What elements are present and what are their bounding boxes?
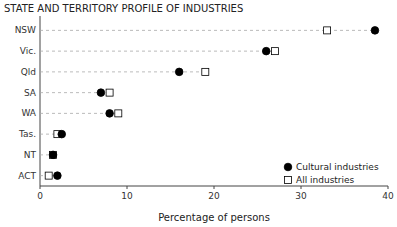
title: STATE AND TERRITORY PROFILE OF INDUSTRIE… xyxy=(4,3,243,14)
y-axis xyxy=(40,16,41,186)
dot xyxy=(58,130,66,138)
x-tick-label: 30 xyxy=(295,191,307,201)
x-tick xyxy=(301,186,302,189)
dot xyxy=(324,27,331,34)
x-tick-label: 10 xyxy=(121,191,133,201)
legend-label: All industries xyxy=(296,175,355,185)
legend-marker xyxy=(284,163,292,171)
dot xyxy=(45,172,52,179)
dot xyxy=(115,110,122,117)
x-tick xyxy=(214,186,215,189)
legend-marker xyxy=(285,177,292,184)
x-tick-label: 0 xyxy=(37,191,43,201)
y-tick-label: ACT xyxy=(18,171,36,181)
dot xyxy=(97,89,105,97)
leader-line xyxy=(40,51,275,52)
dot xyxy=(106,110,114,118)
x-tick-label: 40 xyxy=(382,191,394,201)
dot xyxy=(202,68,209,75)
dot xyxy=(54,172,62,180)
dot xyxy=(271,48,278,55)
y-tick-label: Qld xyxy=(21,67,36,77)
y-tick-label: NSW xyxy=(15,25,36,35)
chart: STATE AND TERRITORY PROFILE OF INDUSTRIE… xyxy=(0,0,397,227)
legend-label: Cultural industries xyxy=(296,162,379,172)
y-tick-label: NT xyxy=(24,150,37,160)
y-tick-label: Tas. xyxy=(18,129,36,139)
dot xyxy=(371,27,379,35)
dot xyxy=(49,151,57,159)
dot xyxy=(106,89,113,96)
plot-area xyxy=(40,27,379,180)
x-tick xyxy=(388,186,389,189)
x-tick xyxy=(40,186,41,189)
y-tick-label: Vic. xyxy=(20,46,36,56)
y-tick-label: SA xyxy=(24,88,37,98)
dot xyxy=(175,68,183,76)
dot xyxy=(50,151,57,158)
dot xyxy=(262,47,270,55)
x-tick xyxy=(127,186,128,189)
y-tick-label: WA xyxy=(21,108,36,118)
legend: Cultural industries All industries xyxy=(284,162,379,185)
x-tick-label: 20 xyxy=(208,191,220,201)
x-axis-label: Percentage of persons xyxy=(158,212,270,223)
